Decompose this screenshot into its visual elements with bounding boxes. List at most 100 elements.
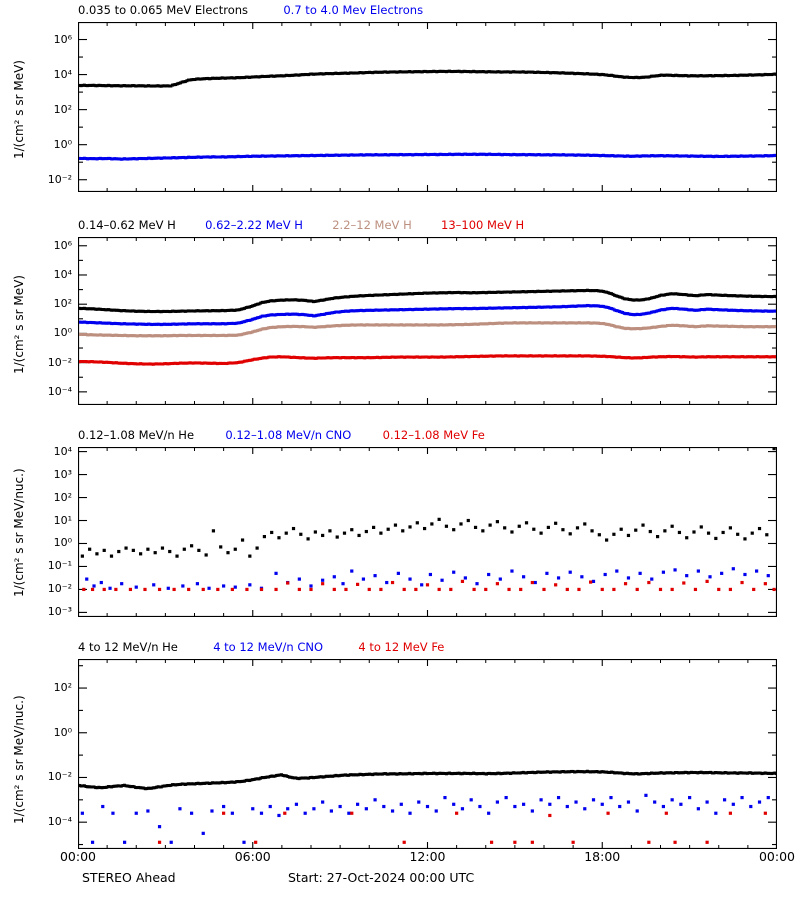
data-point (677, 292, 681, 296)
data-point (201, 334, 205, 338)
data-point (415, 521, 419, 525)
data-point (286, 73, 290, 77)
data-point (608, 291, 612, 295)
data-point (85, 577, 89, 581)
data-point (641, 75, 645, 79)
data-point (722, 293, 726, 297)
data-point (673, 292, 677, 296)
data-point (563, 153, 567, 157)
data-point (255, 546, 259, 550)
data-point (765, 533, 769, 537)
data-point (364, 807, 368, 811)
data-point (119, 334, 123, 338)
data-point (356, 309, 360, 313)
data-point (536, 70, 540, 74)
data-point (752, 73, 756, 77)
data-point (613, 154, 617, 158)
data-point (356, 153, 360, 157)
data-point (685, 536, 689, 540)
data-point (690, 308, 694, 312)
data-point (377, 772, 381, 776)
data-point (613, 771, 617, 775)
data-point (230, 587, 234, 592)
data-point (207, 77, 211, 81)
data-point (363, 323, 367, 327)
data-point (605, 770, 609, 774)
data-point (169, 840, 173, 844)
data-point (742, 294, 746, 298)
data-point (542, 71, 546, 75)
data-point (486, 152, 490, 156)
data-point (417, 70, 421, 74)
data-point (326, 153, 330, 157)
x-ticklabel: 12:00 (409, 849, 446, 864)
data-point (573, 321, 577, 325)
data-point (672, 307, 676, 311)
data-point (297, 298, 301, 302)
data-point (416, 291, 420, 295)
data-point (334, 71, 338, 75)
data-point (640, 356, 644, 360)
data-point (135, 786, 139, 790)
data-point (190, 155, 194, 159)
data-point (699, 154, 703, 158)
data-point (294, 154, 298, 158)
data-point (552, 354, 556, 358)
data-point (675, 73, 679, 77)
data-point (603, 354, 607, 358)
data-point (297, 73, 301, 77)
data-point (600, 72, 604, 76)
data-point (433, 291, 437, 295)
data-point (276, 298, 280, 302)
data-point (622, 356, 626, 360)
data-point (558, 305, 562, 309)
data-point (313, 154, 317, 158)
data-point (371, 323, 375, 327)
data-point (291, 73, 295, 77)
data-point (223, 309, 227, 313)
data-point (377, 323, 381, 327)
data-point (476, 355, 480, 359)
data-point (203, 322, 207, 326)
data-point (686, 308, 690, 312)
data-point (766, 574, 770, 578)
data-point (355, 323, 359, 327)
data-point (246, 359, 250, 363)
data-point (263, 356, 267, 360)
data-point (760, 295, 764, 299)
data-point (340, 773, 344, 777)
data-point (310, 775, 314, 779)
data-point (507, 321, 511, 325)
data-point (219, 76, 223, 80)
data-point (427, 291, 431, 295)
data-point (102, 548, 106, 552)
data-point (204, 781, 208, 785)
data-point (332, 324, 336, 328)
data-point (766, 795, 770, 800)
data-point (760, 73, 764, 77)
data-point (97, 321, 101, 325)
data-point (766, 73, 770, 77)
data-point (670, 292, 674, 296)
data-point (106, 785, 110, 789)
data-point (308, 776, 312, 780)
data-point (212, 333, 216, 337)
data-point (476, 70, 480, 74)
data-point (704, 324, 708, 328)
data-point (417, 291, 421, 295)
data-point (376, 293, 380, 297)
data-point (520, 306, 524, 310)
data-point (699, 324, 703, 328)
data-point (576, 354, 580, 358)
data-point (452, 355, 456, 359)
data-point (446, 355, 450, 359)
data-point (552, 71, 556, 75)
data-point (561, 71, 565, 75)
data-point (175, 309, 179, 313)
data-point (263, 327, 267, 331)
data-point (259, 328, 263, 332)
data-point (728, 74, 732, 78)
data-point (581, 289, 585, 293)
data-point (206, 309, 210, 313)
data-point (771, 325, 775, 329)
